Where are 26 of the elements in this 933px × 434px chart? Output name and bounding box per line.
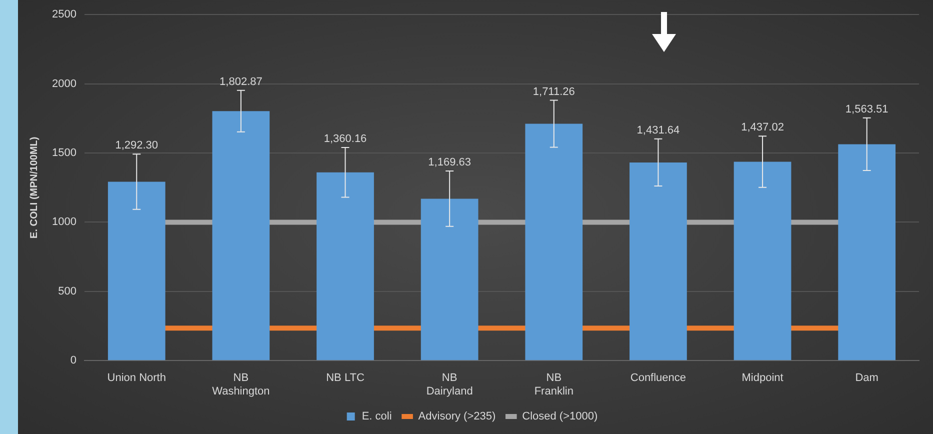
y-tick-label: 1000: [52, 216, 76, 228]
x-tick-label: NB LTC: [326, 372, 364, 384]
y-axis-title: E. COLI (MPN/100ML): [28, 136, 40, 238]
x-tick-label: Dam: [855, 372, 878, 384]
y-tick-label: 1500: [52, 147, 76, 160]
x-tick-label: NB Franklin: [534, 372, 574, 398]
legend-label: Closed (>1000): [522, 410, 598, 423]
x-tick-label: Union North: [107, 372, 166, 384]
legend-label: Advisory (>235): [418, 410, 496, 423]
data-label: 1,292.30: [115, 140, 158, 152]
data-label: 1,711.26: [532, 86, 575, 98]
data-label: 1,431.64: [636, 124, 680, 136]
y-tick-label: 0: [70, 354, 76, 367]
data-label: 1,563.51: [845, 103, 888, 116]
y-tick-label: 500: [58, 285, 76, 298]
data-label: 1,169.63: [428, 156, 471, 169]
x-tick-label: NB Washington: [212, 372, 270, 398]
x-tick-label: Confluence: [630, 372, 686, 384]
data-label: 1,360.16: [324, 132, 367, 145]
x-tick-label: Midpoint: [742, 372, 784, 384]
y-tick-label: 2000: [52, 78, 76, 90]
data-label: 1,437.02: [741, 122, 784, 134]
legend-label: E. coli: [362, 410, 392, 423]
data-label: 1,802.87: [220, 76, 262, 88]
x-tick-label: NB Dairyland: [426, 372, 473, 398]
y-tick-label: 2500: [52, 8, 76, 21]
